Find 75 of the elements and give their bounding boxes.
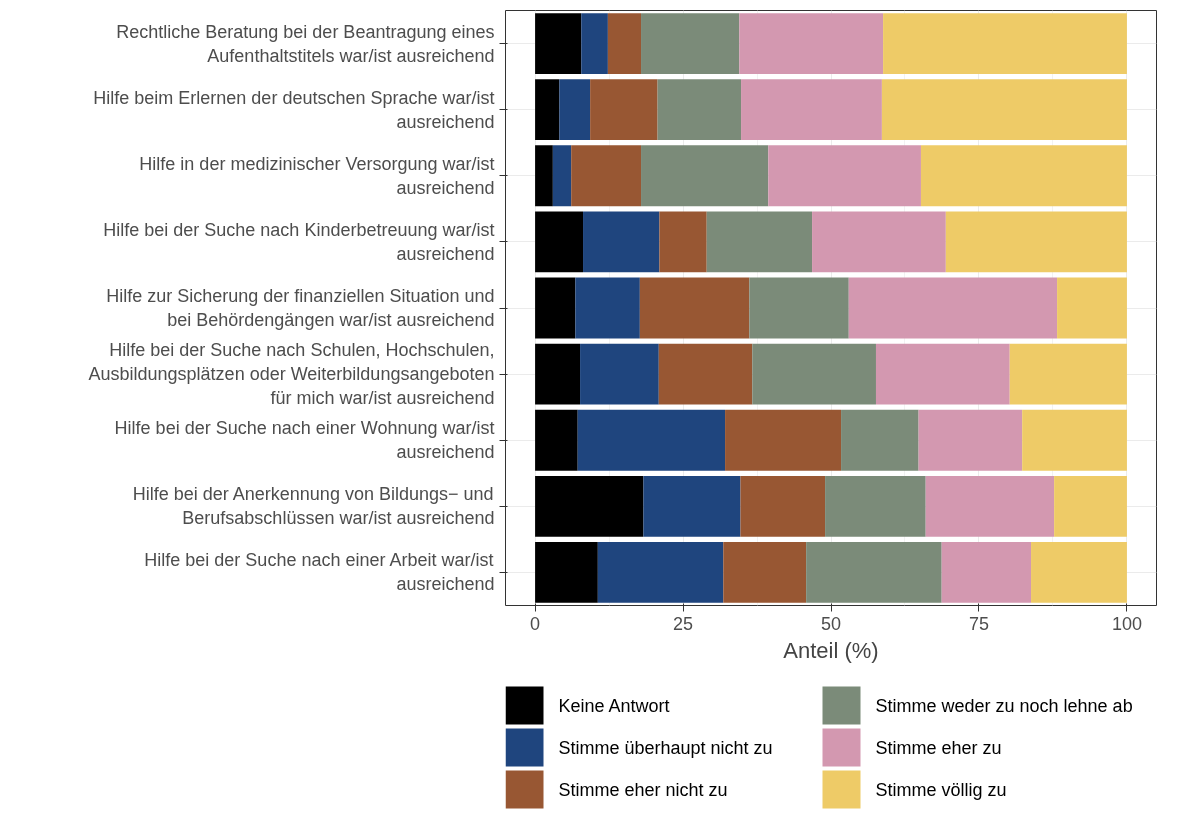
bar bbox=[706, 211, 813, 273]
bar bbox=[659, 211, 707, 273]
bar bbox=[535, 79, 560, 141]
y-tick-label: Hilfe bei der Suche nach einer Wohnung war/ist ausreichend bbox=[114, 418, 495, 463]
bar bbox=[749, 277, 849, 339]
bar bbox=[752, 343, 876, 405]
bar bbox=[535, 13, 582, 74]
bar bbox=[918, 409, 1023, 471]
bar bbox=[812, 211, 946, 273]
y-tick-label: Hilfe beim Erlernen der deutschen Sprache war/ist ausreichend bbox=[93, 87, 495, 132]
bar bbox=[723, 542, 807, 603]
bar bbox=[920, 145, 1127, 207]
bar bbox=[535, 542, 598, 603]
bar bbox=[639, 277, 750, 339]
bar bbox=[552, 145, 572, 207]
bar bbox=[641, 145, 769, 207]
bar bbox=[1022, 409, 1127, 471]
legend-label: Stimme eher zu bbox=[875, 737, 1002, 758]
bar bbox=[1057, 277, 1127, 339]
legend-label: Stimme eher nicht zu bbox=[558, 779, 728, 800]
y-tick-label: Hilfe bei der Anerkennung von Bildungs− und Berufsabschlüssen war/ist ausreichend bbox=[132, 484, 495, 529]
y-tick-label: Hilfe zur Sicherung der finanziellen Situation und bei Behördengängen war/ist ausreichend bbox=[106, 286, 495, 330]
bar bbox=[657, 79, 742, 141]
bar bbox=[881, 79, 1127, 141]
legend-label: Stimme weder zu noch lehne ab bbox=[875, 695, 1133, 716]
x-tick-label: 100 bbox=[1111, 613, 1142, 634]
bar bbox=[643, 475, 741, 537]
bar bbox=[535, 343, 581, 405]
bar bbox=[535, 277, 576, 339]
bar bbox=[607, 13, 642, 74]
bar bbox=[941, 542, 1032, 603]
x-tick-label: 0 bbox=[530, 613, 541, 634]
bar bbox=[1031, 542, 1127, 603]
bar bbox=[848, 277, 1058, 339]
bar bbox=[768, 145, 921, 207]
y-tick-label: Hilfe bei der Suche nach einer Arbeit war/ist ausreichend bbox=[144, 550, 495, 595]
bar bbox=[535, 475, 644, 537]
bar bbox=[577, 409, 726, 471]
bar bbox=[581, 13, 608, 74]
bar bbox=[875, 343, 1010, 405]
bar bbox=[945, 211, 1127, 273]
bar bbox=[590, 79, 658, 141]
bar bbox=[641, 13, 740, 74]
bar bbox=[597, 542, 724, 603]
bar bbox=[825, 475, 926, 537]
bar bbox=[740, 475, 826, 537]
y-tick-label: Rechtliche Beratung bei der Beantragung eines Aufenthaltstitels war/ist ausreichend bbox=[116, 21, 495, 66]
bar bbox=[559, 79, 591, 141]
bar bbox=[739, 13, 884, 74]
x-tick-label: 25 bbox=[673, 613, 694, 634]
bar bbox=[583, 211, 660, 273]
bar bbox=[535, 145, 553, 207]
x-axis-title: Anteil (%) bbox=[783, 637, 879, 663]
y-tick-label: Hilfe bei der Suche nach Kinderbetreuung war/ist ausreichend bbox=[103, 219, 495, 264]
bar bbox=[806, 542, 942, 603]
bar bbox=[883, 13, 1127, 74]
bar bbox=[841, 409, 919, 471]
bar bbox=[571, 145, 642, 207]
bar bbox=[535, 409, 578, 471]
bar bbox=[535, 211, 584, 273]
bar bbox=[925, 475, 1055, 537]
x-tick-label: 75 bbox=[968, 613, 989, 634]
legend-label: Keine Antwort bbox=[558, 695, 670, 716]
bar bbox=[1054, 475, 1127, 537]
y-tick-label: Hilfe bei der Suche nach Schulen, Hochschulen, Ausbildungsplätzen oder Weiterbildungsangeboten für mich war/ist ausreichend bbox=[88, 340, 495, 409]
bar bbox=[1009, 343, 1127, 405]
legend-label: Stimme völlig zu bbox=[875, 779, 1007, 800]
bar bbox=[658, 343, 753, 405]
bar bbox=[580, 343, 659, 405]
bar bbox=[725, 409, 842, 471]
y-tick-label: Hilfe in der medizinischer Versorgung war/ist ausreichend bbox=[139, 153, 495, 198]
bar bbox=[741, 79, 882, 141]
bar bbox=[575, 277, 640, 339]
x-tick-label: 50 bbox=[820, 613, 842, 634]
legend-label: Stimme überhaupt nicht zu bbox=[558, 737, 773, 758]
